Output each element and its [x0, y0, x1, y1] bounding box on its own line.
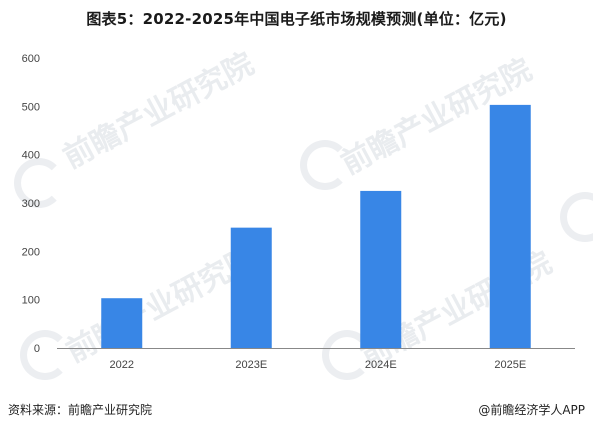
- y-tick-label: 200: [22, 246, 40, 258]
- brand-note: @前瞻经济学人APP: [478, 403, 585, 417]
- x-tick-label: 2022: [110, 359, 134, 371]
- chart-title: 图表5：2022-2025年中国电子纸市场规模预测(单位：亿元): [86, 10, 507, 28]
- source-note: 资料来源：前瞻产业研究院: [8, 403, 153, 417]
- bar-2025E: [489, 104, 531, 348]
- y-tick-label: 300: [22, 198, 40, 210]
- x-tick-label: 2025E: [494, 359, 526, 371]
- y-tick-label: 600: [22, 53, 40, 65]
- bars: [101, 104, 531, 348]
- y-tick-label: 0: [34, 343, 40, 355]
- y-tick-label: 400: [22, 150, 40, 162]
- y-tick-label: 500: [22, 101, 40, 113]
- y-tick-label: 100: [22, 295, 40, 307]
- bar-2022: [101, 298, 143, 348]
- x-axis-ticks: 2022 2023E 2024E 2025E: [110, 359, 527, 371]
- x-tick-label: 2023E: [235, 359, 267, 371]
- y-axis-ticks: 0 100 200 300 400 500 600: [22, 53, 40, 355]
- bar-2024E: [360, 190, 402, 348]
- x-tick-label: 2024E: [365, 359, 397, 371]
- bar-2023E: [230, 227, 272, 348]
